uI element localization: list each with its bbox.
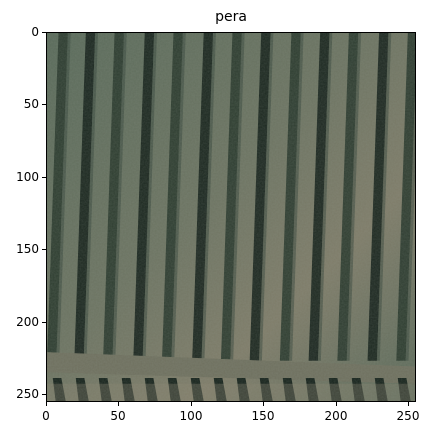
aerial-photo: [47, 33, 415, 401]
image-axes: [46, 32, 416, 402]
figure-title: pera: [215, 9, 247, 25]
